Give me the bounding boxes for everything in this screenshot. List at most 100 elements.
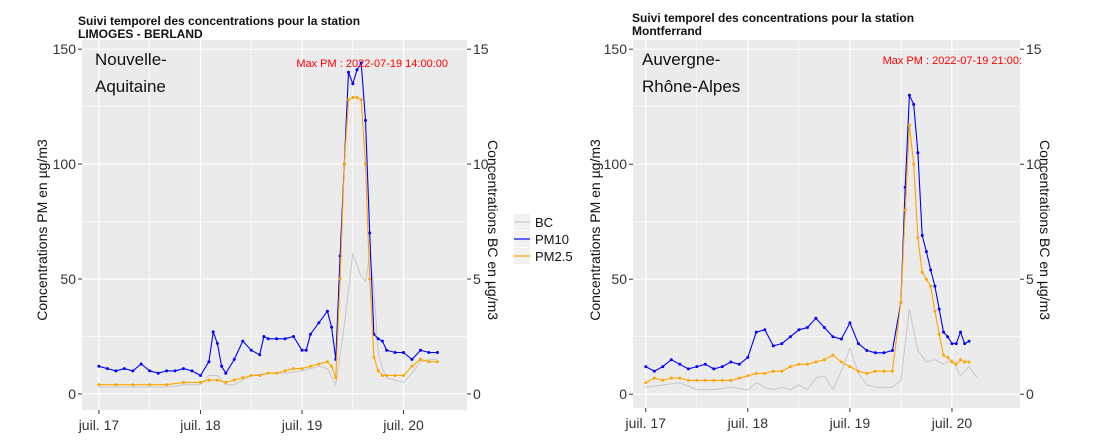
data-point-pm25 [899,300,903,304]
data-point-pm10 [131,369,135,373]
data-point-pm10 [729,360,733,364]
data-point-pm10 [814,316,818,320]
data-point-pm10 [232,357,236,361]
data-point-pm25 [669,376,673,380]
max-pm-annotation: Max PM : 2022-07-19 14:00:00 [296,58,448,70]
data-point-pm10 [788,335,792,339]
data-point-pm10 [780,342,784,346]
data-point-pm10 [148,369,152,373]
data-point-pm10 [737,362,741,366]
data-point-pm25 [839,360,843,364]
data-point-pm10 [754,330,758,334]
data-point-pm10 [393,351,397,354]
data-point-pm25 [780,369,784,373]
data-point-pm10 [720,365,724,369]
data-point-pm25 [959,358,962,362]
data-point-pm25 [334,376,338,380]
data-point-pm25 [720,378,724,382]
region-label-line-2: Aquitaine [95,77,166,96]
data-point-pm10 [963,342,967,346]
chart-title: Suivi temporel des concentrations pour l… [78,14,360,28]
data-point-pm25 [686,378,690,382]
data-point-pm10 [207,360,211,364]
data-point-pm25 [232,378,236,382]
data-point-pm10 [351,82,355,86]
chart-title: Suivi temporel des concentrations pour l… [632,11,914,25]
data-point-pm10 [97,364,101,368]
data-point-pm10 [912,102,916,106]
data-point-pm10 [300,348,304,352]
data-point-pm25 [754,372,758,375]
data-point-pm10 [839,337,843,341]
data-point-pm10 [317,321,321,325]
data-point-pm25 [865,372,869,375]
data-point-pm10 [292,335,295,338]
data-point-pm10 [347,70,350,74]
data-point-pm10 [266,337,270,341]
x-tick-label: juil. 19 [281,417,323,433]
data-point-pm25 [873,369,877,373]
data-point-pm10 [182,367,185,371]
data-point-pm10 [661,365,665,369]
data-point-pm25 [292,367,295,371]
data-point-pm25 [950,360,954,364]
data-point-pm25 [355,96,359,99]
series-line-bc [645,308,978,391]
data-point-pm10 [950,342,954,346]
data-point-pm25 [907,123,911,127]
data-point-pm10 [712,367,716,371]
chart-panel-limoges: 0 50 100 150 0 5 10 15 juil. 17 juil. 18 juil. 19 j… [34,14,501,433]
data-point-pm25 [797,362,801,366]
panel-background [633,40,1020,408]
data-point-pm25 [937,332,941,336]
data-point-pm25 [942,353,945,357]
data-point-pm25 [393,374,397,377]
data-point-pm10 [933,284,937,288]
data-point-pm25 [402,374,405,377]
data-point-pm25 [347,98,350,102]
data-point-pm25 [788,365,792,369]
x-tick-label: juil. 20 [931,415,973,431]
data-point-pm25 [856,369,860,373]
y-tick-label: 150 [604,41,628,57]
data-point-pm25 [266,371,270,375]
data-point-pm25 [644,381,648,385]
series-line-pm10 [98,61,438,377]
plot-area: 0 50 100 150 0 5 10 15 juil. 17 juil. 18 juil. 19 j… [53,40,489,433]
y-axis-title-left: Concentrations PM en µg/m3 [34,139,50,321]
series-line-bc [98,253,438,388]
data-point-pm10 [165,369,169,373]
data-point-pm25 [342,162,346,166]
data-point-pm25 [661,378,665,382]
data-point-pm25 [410,364,414,368]
data-point-pm10 [190,369,194,373]
data-point-pm25 [848,365,852,369]
data-point-pm10 [678,362,682,366]
data-point-pm10 [410,357,414,361]
data-point-pm25 [359,98,363,102]
data-point-pm25 [325,360,329,364]
y-tick-label: 0 [619,386,627,402]
data-point-pm10 [368,231,372,235]
data-point-pm25 [695,378,699,382]
data-point-pm25 [317,362,321,366]
data-point-pm10 [122,367,126,371]
data-point-pm10 [427,351,431,354]
data-point-pm25 [912,162,916,166]
y2-tick-label: 0 [473,386,481,402]
data-point-pm10 [652,369,656,373]
y-tick-label: 50 [60,271,76,287]
data-point-pm25 [215,378,219,382]
data-point-pm25 [963,360,967,364]
data-point-pm25 [903,208,907,212]
data-point-pm10 [669,358,673,362]
y-tick-label: 0 [68,386,76,402]
y2-tick-label: 15 [1026,41,1042,57]
data-point-pm25 [131,383,135,387]
y2-tick-label: 0 [1026,386,1034,402]
data-point-pm10 [114,369,118,373]
data-point-pm25 [831,353,835,357]
data-point-pm25 [946,355,950,359]
data-point-pm25 [882,369,886,373]
data-point-pm10 [220,364,224,368]
